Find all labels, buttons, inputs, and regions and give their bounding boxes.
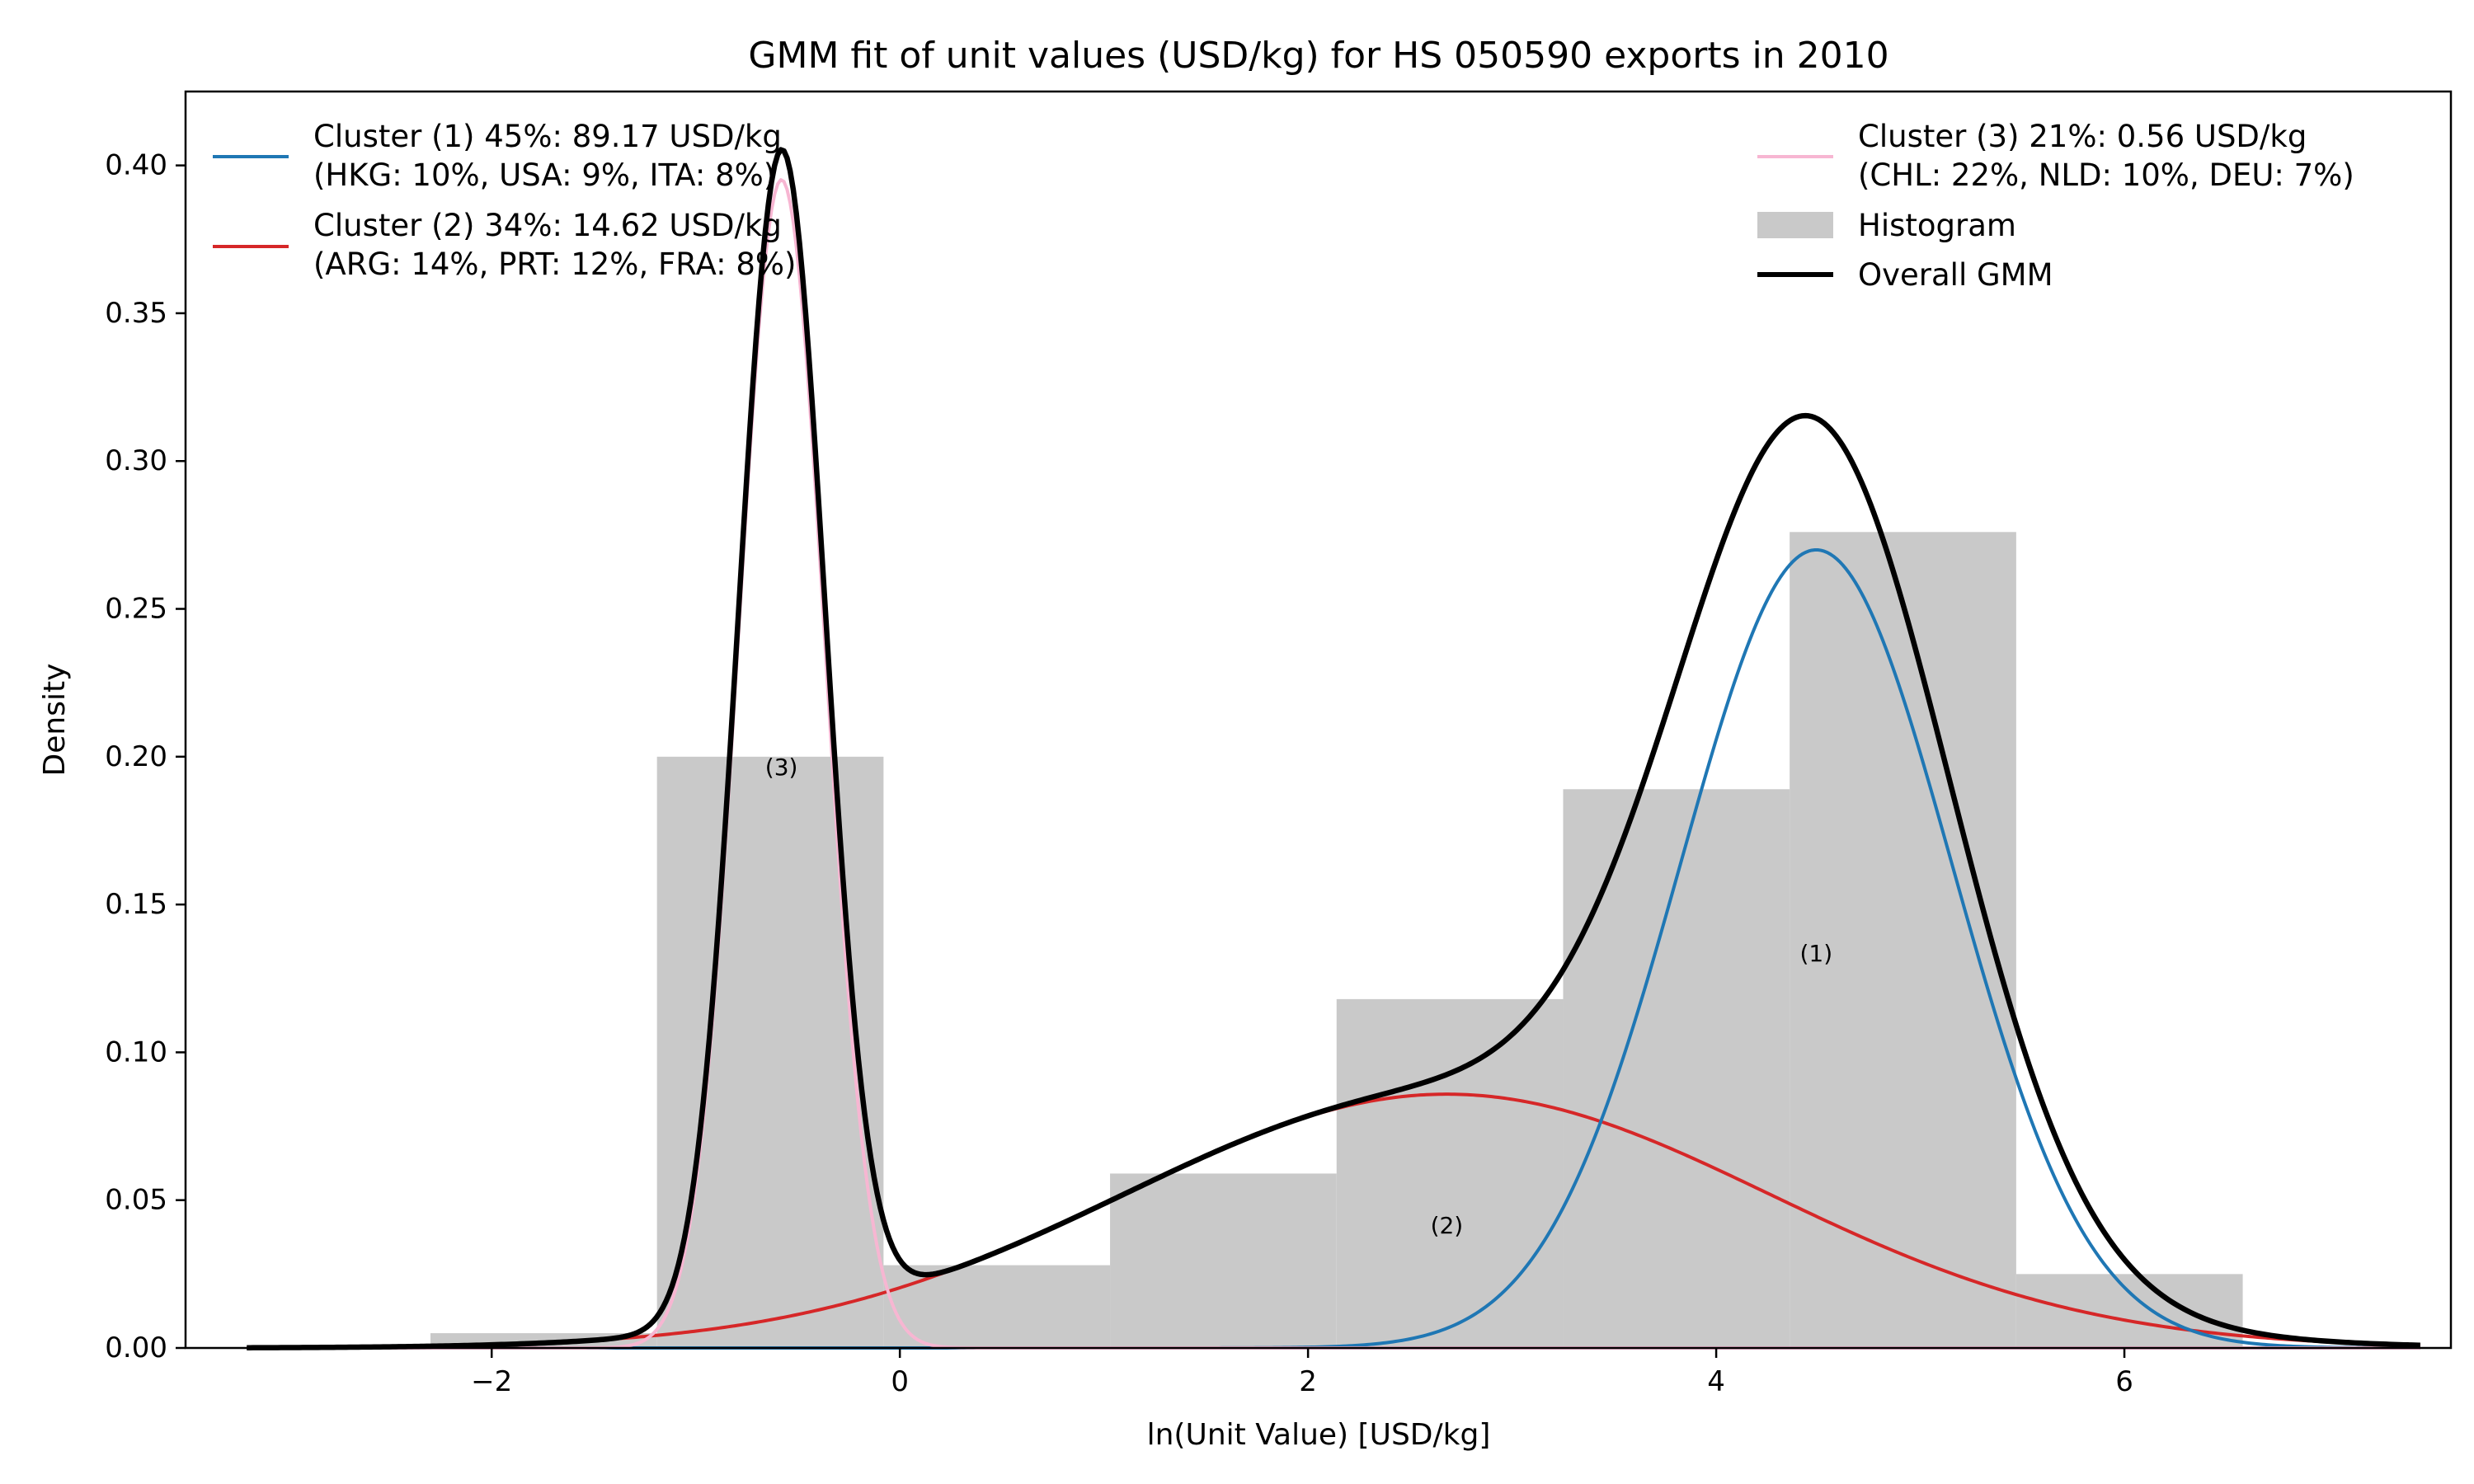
- legend-label-cluster-3: Cluster (3) 21%: 0.56 USD/kg: [1858, 119, 2307, 154]
- plot-area: (1) (2) (3): [247, 147, 2420, 1350]
- legend-swatch-histogram: [1757, 212, 1833, 238]
- legend-label-histogram: Histogram: [1858, 208, 2016, 243]
- legend-detail-cluster-2: (ARG: 14%, PRT: 12%, FRA: 8%): [313, 247, 796, 282]
- legend-right: Cluster (3) 21%: 0.56 USD/kg (CHL: 22%, …: [1757, 119, 2354, 293]
- histogram-bar-2: [656, 756, 884, 1348]
- y-tick-label: 0.05: [105, 1184, 167, 1217]
- x-axis-ticks: −2 0 2 4 6: [471, 1348, 2133, 1398]
- overall-gmm-curve: [247, 147, 2420, 1350]
- legend-detail-cluster-3: (CHL: 22%, NLD: 10%, DEU: 7%): [1858, 157, 2354, 193]
- y-tick-label: 0.25: [105, 593, 167, 626]
- chart-title: GMM fit of unit values (USD/kg) for HS 0…: [748, 35, 1888, 77]
- y-tick-label: 0.40: [105, 149, 167, 182]
- y-tick-label: 0.00: [105, 1331, 167, 1364]
- y-tick-label: 0.35: [105, 297, 167, 330]
- x-tick-label: 6: [2115, 1365, 2133, 1398]
- y-tick-label: 0.30: [105, 444, 167, 477]
- legend-label-cluster-2: Cluster (2) 34%: 14.62 USD/kg: [313, 208, 782, 243]
- x-axis-label: ln(Unit Value) [USD/kg]: [1147, 1418, 1491, 1452]
- histogram-bar-4: [1110, 1173, 1337, 1348]
- y-axis-ticks: 0.00 0.05 0.10 0.15 0.20 0.25 0.30 0.35 0.40: [105, 149, 186, 1364]
- histogram-bar-3: [883, 1265, 1111, 1348]
- y-axis-label: Density: [38, 664, 72, 777]
- axes-frame: [184, 90, 2453, 1350]
- histogram-bars: [430, 532, 2243, 1348]
- x-tick-label: 2: [1299, 1365, 1317, 1398]
- histogram-bar-5: [1336, 998, 1564, 1348]
- x-tick-label: 0: [891, 1365, 909, 1398]
- x-tick-label: −2: [471, 1365, 512, 1398]
- x-tick-label: 4: [1707, 1365, 1725, 1398]
- cluster-annotations: (1) (2) (3): [765, 754, 1832, 1239]
- y-tick-label: 0.15: [105, 888, 167, 921]
- annotation-c3: (3): [765, 754, 798, 781]
- histogram-bar-7: [1790, 532, 2016, 1348]
- annotation-c2: (2): [1431, 1212, 1464, 1239]
- legend-detail-cluster-1: (HKG: 10%, USA: 9%, ITA: 8%): [313, 157, 775, 193]
- legend-left: Cluster (1) 45%: 89.17 USD/kg (HKG: 10%,…: [213, 119, 796, 282]
- legend-label-overall-gmm: Overall GMM: [1858, 257, 2053, 293]
- legend-label-cluster-1: Cluster (1) 45%: 89.17 USD/kg: [313, 119, 782, 154]
- annotation-c1: (1): [1800, 940, 1833, 967]
- y-tick-label: 0.20: [105, 740, 167, 773]
- y-tick-label: 0.10: [105, 1036, 167, 1068]
